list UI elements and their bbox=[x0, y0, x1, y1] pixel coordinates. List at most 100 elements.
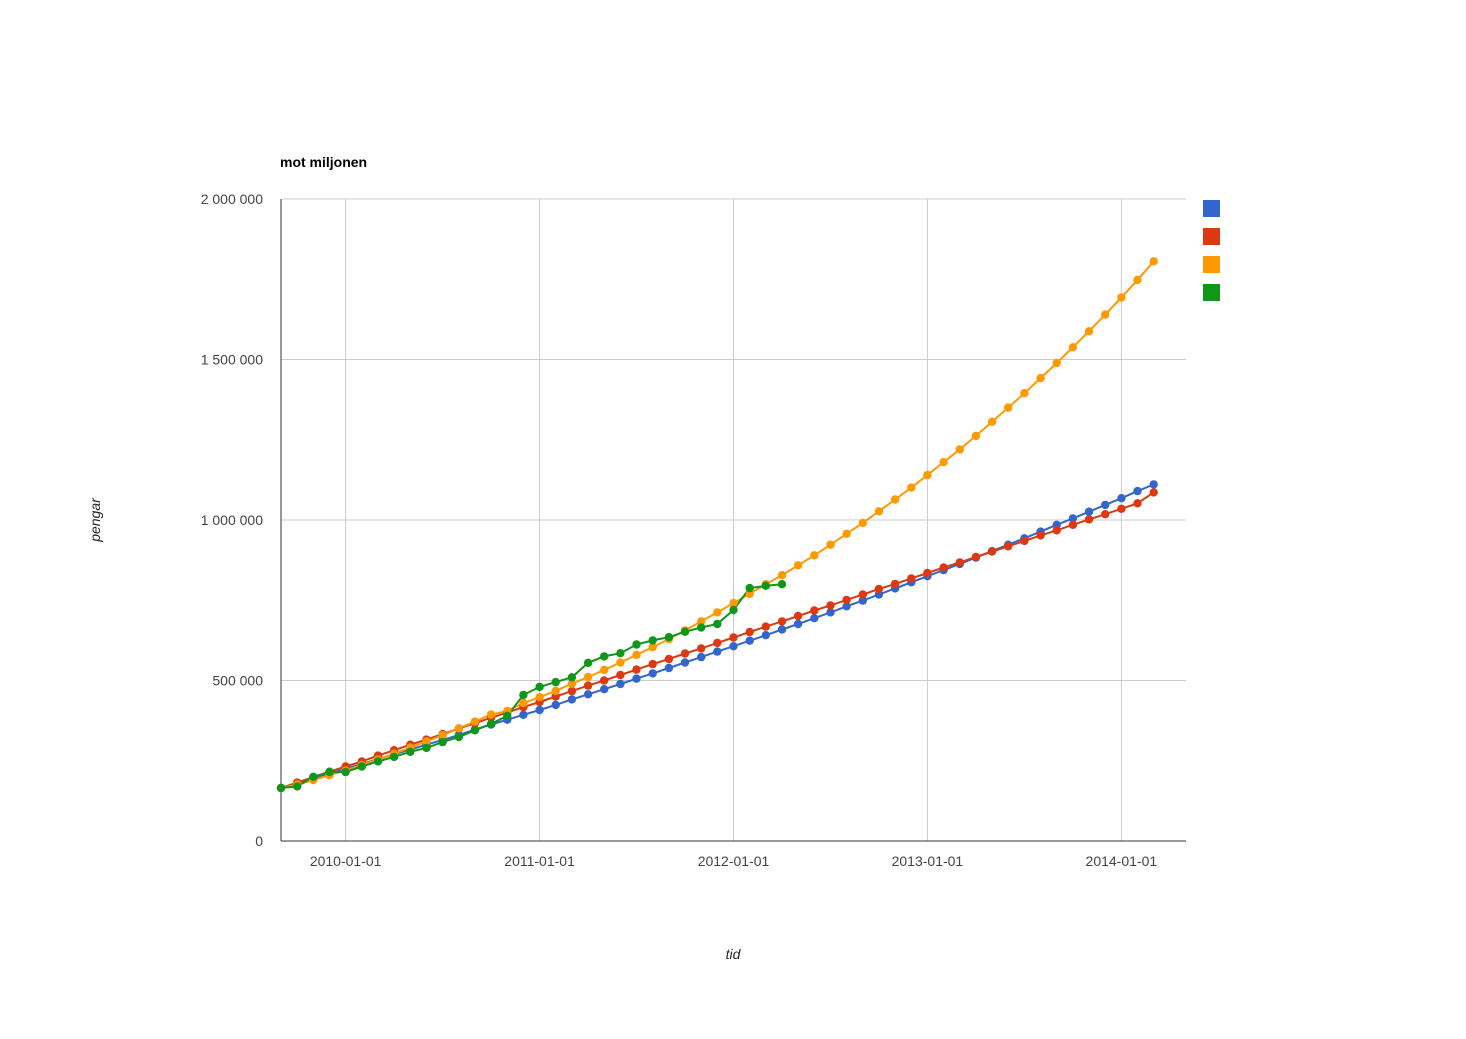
data-point[interactable] bbox=[486, 719, 496, 728]
data-point[interactable] bbox=[971, 431, 981, 441]
data-point[interactable] bbox=[697, 652, 706, 662]
data-point[interactable] bbox=[680, 627, 690, 636]
data-point[interactable] bbox=[600, 665, 609, 675]
data-point[interactable] bbox=[616, 658, 625, 667]
data-point[interactable] bbox=[697, 644, 706, 653]
data-point[interactable] bbox=[777, 580, 787, 589]
data-point[interactable] bbox=[858, 596, 867, 605]
data-point[interactable] bbox=[826, 540, 835, 549]
data-point[interactable] bbox=[325, 767, 334, 777]
legend-swatch-1[interactable] bbox=[1203, 200, 1220, 217]
data-point[interactable] bbox=[600, 685, 609, 694]
data-point[interactable] bbox=[713, 619, 722, 629]
data-point[interactable] bbox=[1149, 480, 1158, 489]
data-point[interactable] bbox=[729, 642, 738, 651]
data-point[interactable] bbox=[858, 518, 867, 528]
data-point[interactable] bbox=[1004, 403, 1013, 412]
data-point[interactable] bbox=[697, 623, 706, 632]
data-point[interactable] bbox=[406, 747, 415, 756]
data-point[interactable] bbox=[293, 782, 302, 791]
data-point[interactable] bbox=[583, 658, 593, 667]
data-point[interactable] bbox=[551, 686, 560, 695]
data-point[interactable] bbox=[810, 614, 819, 623]
data-point[interactable] bbox=[1020, 536, 1029, 546]
data-point[interactable] bbox=[842, 602, 851, 611]
data-point[interactable] bbox=[955, 558, 964, 567]
data-point[interactable] bbox=[486, 710, 496, 719]
data-point[interactable] bbox=[761, 631, 770, 640]
data-point[interactable] bbox=[697, 617, 706, 626]
data-point[interactable] bbox=[1036, 531, 1045, 540]
data-point[interactable] bbox=[1084, 327, 1094, 336]
data-point[interactable] bbox=[664, 654, 674, 664]
data-point[interactable] bbox=[713, 608, 722, 617]
data-point[interactable] bbox=[535, 682, 544, 692]
data-point[interactable] bbox=[810, 551, 819, 560]
data-point[interactable] bbox=[600, 652, 609, 661]
data-point[interactable] bbox=[826, 608, 835, 617]
data-point[interactable] bbox=[777, 571, 787, 580]
data-point[interactable] bbox=[1101, 510, 1110, 519]
data-point[interactable] bbox=[1084, 515, 1094, 524]
data-point[interactable] bbox=[438, 730, 447, 740]
data-point[interactable] bbox=[1133, 275, 1142, 285]
data-point[interactable] bbox=[761, 581, 770, 590]
data-point[interactable] bbox=[1133, 486, 1142, 496]
data-point[interactable] bbox=[503, 711, 512, 720]
data-point[interactable] bbox=[680, 658, 690, 667]
data-point[interactable] bbox=[713, 647, 722, 656]
data-point[interactable] bbox=[648, 669, 657, 678]
data-point[interactable] bbox=[1052, 358, 1061, 368]
data-point[interactable] bbox=[874, 584, 884, 594]
data-point[interactable] bbox=[1068, 343, 1078, 352]
data-point[interactable] bbox=[648, 642, 657, 652]
data-point[interactable] bbox=[664, 663, 674, 673]
data-point[interactable] bbox=[583, 681, 593, 690]
data-point[interactable] bbox=[551, 677, 560, 687]
data-point[interactable] bbox=[1084, 507, 1094, 516]
data-point[interactable] bbox=[600, 676, 609, 685]
data-point[interactable] bbox=[648, 659, 657, 669]
legend-swatch-2[interactable] bbox=[1203, 228, 1220, 245]
data-point[interactable] bbox=[1133, 499, 1142, 508]
data-point[interactable] bbox=[842, 529, 851, 538]
data-point[interactable] bbox=[826, 601, 835, 610]
legend-swatch-4[interactable] bbox=[1203, 284, 1220, 301]
data-point[interactable] bbox=[761, 622, 770, 631]
data-point[interactable] bbox=[907, 483, 916, 492]
data-point[interactable] bbox=[438, 737, 447, 747]
data-point[interactable] bbox=[632, 674, 641, 683]
data-point[interactable] bbox=[454, 724, 463, 733]
data-point[interactable] bbox=[793, 611, 803, 621]
data-point[interactable] bbox=[842, 595, 851, 605]
data-point[interactable] bbox=[454, 732, 463, 742]
data-point[interactable] bbox=[309, 772, 318, 781]
data-point[interactable] bbox=[890, 579, 900, 589]
data-point[interactable] bbox=[567, 686, 577, 696]
data-point[interactable] bbox=[470, 717, 480, 726]
data-point[interactable] bbox=[874, 507, 884, 516]
data-point[interactable] bbox=[535, 693, 544, 702]
data-point[interactable] bbox=[713, 638, 722, 648]
data-point[interactable] bbox=[583, 672, 593, 682]
data-point[interactable] bbox=[680, 649, 690, 658]
data-point[interactable] bbox=[890, 495, 900, 504]
data-point[interactable] bbox=[923, 470, 932, 480]
data-point[interactable] bbox=[745, 627, 754, 637]
data-point[interactable] bbox=[567, 679, 577, 688]
data-point[interactable] bbox=[1068, 514, 1078, 523]
data-point[interactable] bbox=[777, 625, 787, 634]
data-point[interactable] bbox=[939, 563, 948, 572]
data-point[interactable] bbox=[664, 633, 674, 642]
data-point[interactable] bbox=[357, 762, 366, 771]
data-point[interactable] bbox=[519, 698, 528, 708]
data-point[interactable] bbox=[907, 574, 916, 583]
data-point[interactable] bbox=[470, 726, 480, 735]
data-point[interactable] bbox=[1068, 520, 1078, 529]
data-point[interactable] bbox=[519, 690, 528, 700]
data-point[interactable] bbox=[987, 547, 997, 556]
data-point[interactable] bbox=[745, 636, 754, 645]
data-point[interactable] bbox=[955, 445, 964, 454]
data-point[interactable] bbox=[923, 568, 932, 578]
data-point[interactable] bbox=[729, 633, 738, 642]
